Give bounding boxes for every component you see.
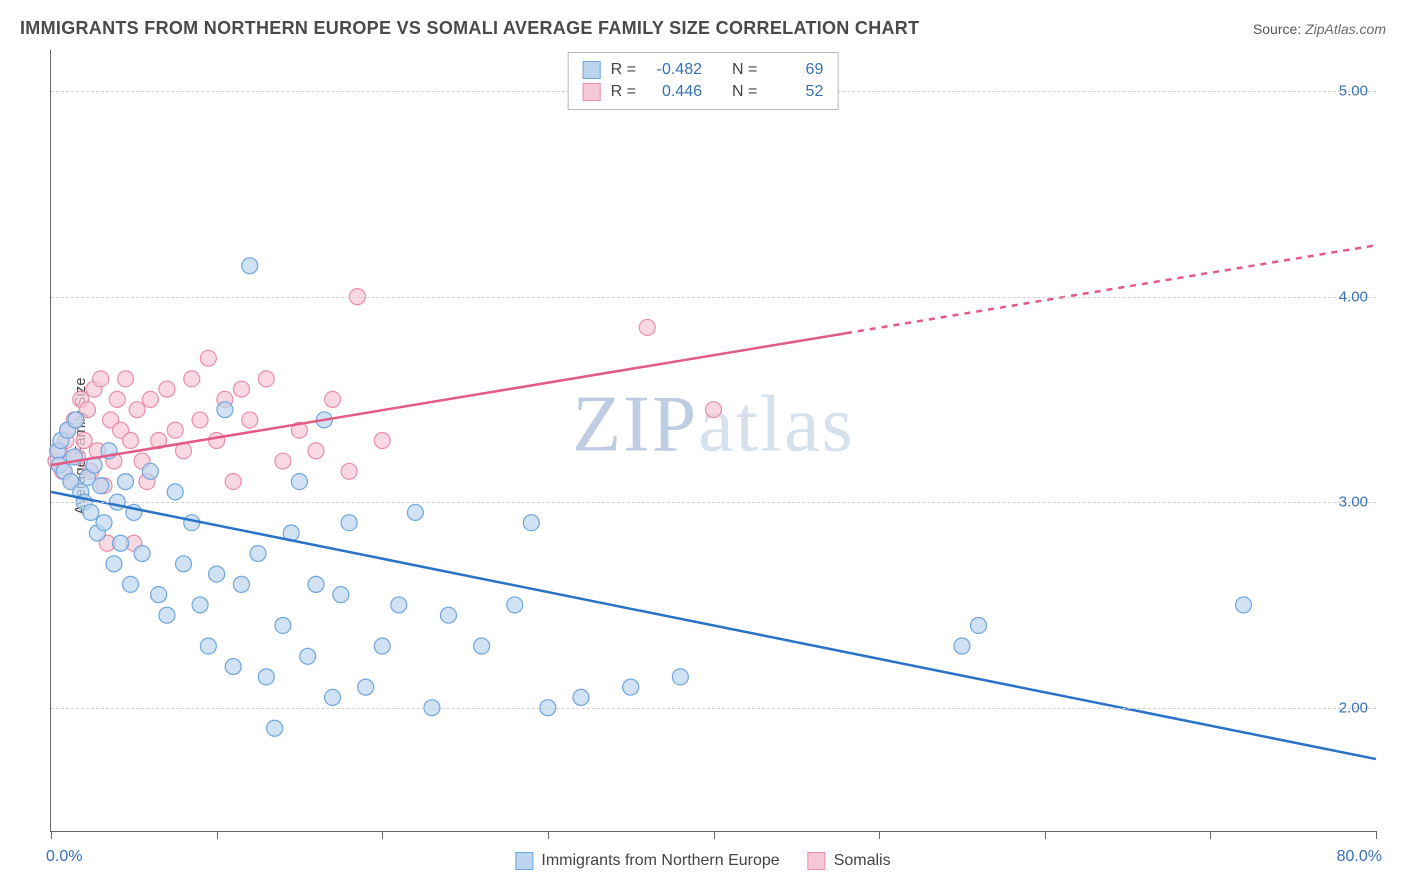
gridline-h <box>51 708 1376 709</box>
legend-item-0: Immigrants from Northern Europe <box>515 852 779 870</box>
r-value-1: 0.446 <box>646 83 702 101</box>
legend-item-1: Somalis <box>808 852 891 870</box>
x-axis-max-label: 80.0% <box>1337 848 1382 866</box>
legend-swatch-1 <box>808 852 826 870</box>
n-value-1: 52 <box>767 83 823 101</box>
correlation-legend: R = -0.482 N = 69 R = 0.446 N = 52 <box>568 52 839 110</box>
y-tick-label: 2.00 <box>1339 699 1368 716</box>
corr-row-series-0: R = -0.482 N = 69 <box>583 59 824 81</box>
gridline-h <box>51 502 1376 503</box>
legend-label-0: Immigrants from Northern Europe <box>541 852 779 870</box>
r-label-1: R = <box>611 83 636 101</box>
legend-swatch-0 <box>515 852 533 870</box>
corr-row-series-1: R = 0.446 N = 52 <box>583 81 824 103</box>
gridline-h <box>51 297 1376 298</box>
x-axis-min-label: 0.0% <box>46 848 82 866</box>
swatch-series-0 <box>583 61 601 79</box>
x-tick <box>714 831 715 839</box>
bottom-legend: Immigrants from Northern Europe Somalis <box>515 852 890 870</box>
swatch-series-1 <box>583 83 601 101</box>
scatter-svg <box>51 50 1376 831</box>
x-tick <box>1045 831 1046 839</box>
chart-plot-area: ZIPatlas 2.003.004.005.00 <box>50 50 1376 832</box>
n-value-0: 69 <box>767 61 823 79</box>
x-tick <box>1210 831 1211 839</box>
source-value: ZipAtlas.com <box>1305 21 1386 37</box>
source-attribution: Source: ZipAtlas.com <box>1253 21 1386 37</box>
n-label-1: N = <box>732 83 757 101</box>
y-tick-label: 5.00 <box>1339 83 1368 100</box>
legend-label-1: Somalis <box>834 852 891 870</box>
chart-title: IMMIGRANTS FROM NORTHERN EUROPE VS SOMAL… <box>20 18 919 39</box>
x-tick <box>548 831 549 839</box>
source-label: Source: <box>1253 21 1301 37</box>
y-tick-label: 4.00 <box>1339 288 1368 305</box>
x-tick <box>51 831 52 839</box>
r-label-0: R = <box>611 61 636 79</box>
x-tick <box>382 831 383 839</box>
x-tick <box>879 831 880 839</box>
r-value-0: -0.482 <box>646 61 702 79</box>
x-tick <box>217 831 218 839</box>
x-tick <box>1376 831 1377 839</box>
y-tick-label: 3.00 <box>1339 494 1368 511</box>
n-label-0: N = <box>732 61 757 79</box>
